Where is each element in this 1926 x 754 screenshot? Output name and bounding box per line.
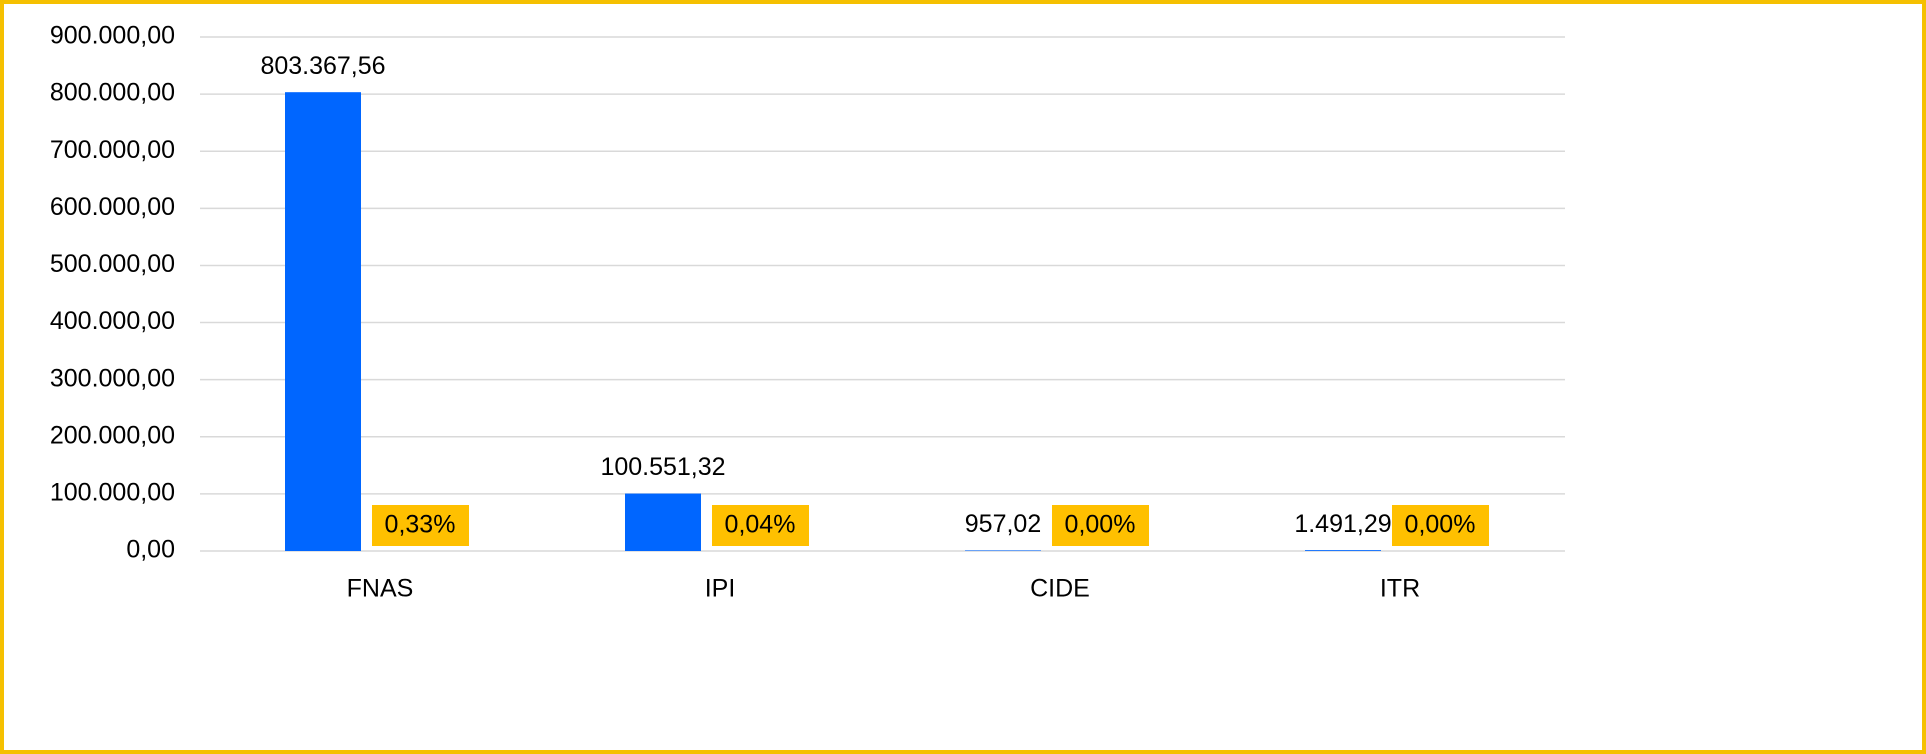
bar [285,92,361,551]
x-tick-label: FNAS [347,575,414,603]
label-background [372,505,469,546]
data-label: 803.367,56 [260,52,385,80]
y-tick-label: 900.000,00 [50,22,175,50]
y-tick-label: 600.000,00 [50,193,175,221]
data-label: 0,00% [1405,511,1476,539]
y-tick-label: 0,00 [126,536,175,564]
bar [625,493,701,551]
data-label: 100.551,32 [600,453,725,481]
y-tick-label: 100.000,00 [50,478,175,506]
y-tick-label: 700.000,00 [50,136,175,164]
data-label: 957,02 [965,510,1041,538]
y-tick-label: 400.000,00 [50,307,175,335]
label-background [712,505,809,546]
x-tick-label: CIDE [1030,575,1090,603]
data-label: 0,04% [725,511,796,539]
y-tick-label: 500.000,00 [50,250,175,278]
y-tick-label: 200.000,00 [50,421,175,449]
x-tick-label: ITR [1380,575,1420,603]
label-background [1392,505,1489,546]
label-background [1052,505,1149,546]
y-tick-label: 800.000,00 [50,79,175,107]
data-label: 0,33% [385,511,456,539]
y-tick-label: 300.000,00 [50,364,175,392]
data-label: 1.491,29 [1294,510,1391,538]
bar [1305,550,1381,551]
bar [965,550,1041,551]
x-tick-label: IPI [705,575,736,603]
data-label: 0,00% [1065,511,1136,539]
